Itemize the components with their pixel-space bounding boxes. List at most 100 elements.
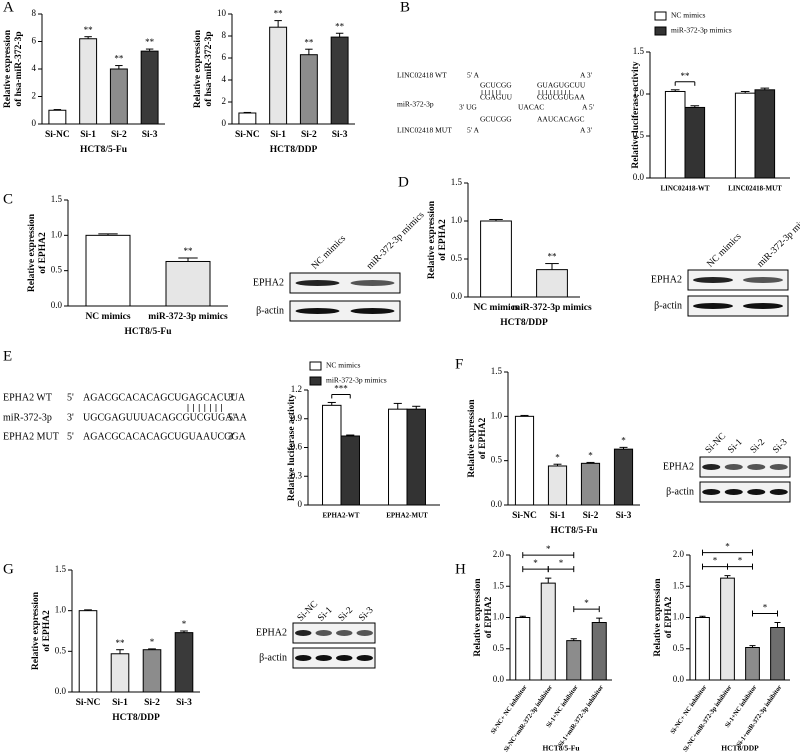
blot-band [743, 303, 783, 309]
y-axis-label: of EPHA2 [484, 597, 494, 639]
error-bar [545, 577, 552, 584]
y-axis-label: Relative expression [27, 213, 37, 292]
error-bar [53, 109, 62, 111]
x-tick-label: Si-3 [142, 130, 158, 140]
y-tick-label: 1.5 [491, 366, 503, 376]
y-tick-label: 8 [32, 8, 37, 18]
significance-label: ** [116, 638, 126, 648]
blot-frame [292, 647, 376, 669]
blot-row-label: EPHA2 [651, 274, 682, 285]
error-bar [145, 48, 154, 52]
x-tick-label: Si-2 [583, 511, 599, 521]
bar [174, 632, 194, 693]
significance-label: * [150, 637, 155, 647]
y-axis-label: Relative expression [427, 200, 437, 279]
blot-band [747, 489, 766, 495]
y-tick-label: 1.0 [55, 605, 67, 615]
bar [299, 54, 318, 125]
y-tick-label: 2 [32, 91, 37, 101]
bar [340, 435, 360, 506]
x-tick-label: Si-NC [76, 698, 101, 708]
x-tick-label: EPHA2-WT [323, 512, 360, 520]
y-tick-label: 0.5 [451, 253, 463, 263]
bar [745, 647, 760, 681]
error-bar [116, 649, 124, 654]
significance-label: * [588, 451, 593, 461]
y-axis-label: of EPHA2 [38, 232, 48, 274]
blot-band [350, 308, 395, 314]
sequence-text: UACAC [518, 103, 544, 112]
y-tick-label: 1.5 [55, 564, 67, 574]
lane-label: miR-372-3p mimics [756, 208, 800, 270]
blot-band [747, 464, 766, 470]
x-tick-label: Si-1 [550, 511, 566, 521]
error-bar [115, 65, 123, 69]
comparison-label: * [533, 558, 538, 568]
y-axis-label: Relative luciferase activity [287, 394, 297, 501]
sequence-text: AAUCACAGC [537, 115, 585, 124]
blot-band [702, 464, 721, 470]
blot-frame [289, 272, 401, 294]
sequence-text: CGUCGUGAA [537, 93, 586, 102]
blot-band [315, 630, 332, 636]
significance-label: *** [334, 384, 348, 394]
blot-band [693, 277, 733, 283]
y-tick-label: 1.5 [493, 580, 505, 590]
lane-label: Si-3 [771, 437, 789, 455]
sequence-text: A 3' [580, 126, 593, 135]
blot-frame [292, 622, 376, 644]
y-tick-label: 0.0 [51, 300, 63, 310]
y-tick-label: 6 [32, 36, 37, 46]
x-axis-label: HCT8/DDP [112, 713, 160, 723]
x-axis-label: HCT8/5-Fu [125, 327, 173, 337]
bar [110, 653, 130, 693]
blot-band [295, 630, 312, 636]
blot-band [693, 303, 733, 309]
panel-letter: B [400, 0, 410, 15]
y-tick-label: 10 [217, 8, 227, 18]
x-tick-label: Si-NC [512, 511, 537, 521]
sequence-text: EPHA2 WT [3, 392, 52, 403]
y-tick-label: 0.0 [493, 674, 505, 684]
bar [580, 462, 601, 506]
blot-band [295, 655, 312, 661]
blot-row-label: EPHA2 [256, 627, 287, 638]
y-axis-label: Relative expression [31, 591, 41, 670]
error-bar [619, 446, 628, 450]
y-tick-label: 1.0 [633, 88, 645, 98]
error-bar [724, 575, 731, 579]
y-tick-label: 0.0 [633, 172, 645, 182]
y-tick-label: 0.5 [55, 645, 67, 655]
bar [536, 269, 568, 298]
bar [547, 465, 568, 506]
blot-band [724, 489, 743, 495]
x-tick-label: Si-3 [332, 130, 348, 140]
comparison-label: * [763, 603, 768, 613]
sequence-text: AGACGCACACAGCUGAGCACUUA [83, 392, 246, 403]
blot-frame [699, 456, 791, 478]
blot-row-label: β-actin [654, 300, 682, 311]
sequence-text: 3' [228, 392, 235, 403]
y-tick-label: 1.0 [51, 229, 63, 239]
x-tick-label: EPHA2-MUT [386, 512, 428, 520]
bar [515, 617, 531, 681]
significance-label: * [555, 452, 560, 462]
lane-label: NC mimics [310, 234, 348, 272]
y-tick-label: 0.5 [51, 265, 63, 275]
bar [591, 622, 607, 681]
significance-label: ** [184, 246, 194, 256]
y-tick-label: 4 [222, 74, 227, 84]
y-tick-label: 0.5 [673, 643, 685, 653]
panel-letter: F [455, 356, 463, 372]
sequence-text: UGCGAGUUUACAGCGUCGUGAAA [83, 412, 248, 423]
x-tick-label: Si-3 [616, 511, 632, 521]
x-axis-label: HCT8/DDP [270, 145, 318, 155]
sequence-text: AGACGCACACAGCUGUAAUCGGA [83, 431, 247, 442]
error-bar [519, 615, 526, 618]
panel-letter: H [455, 561, 466, 577]
significance-label: ** [304, 37, 314, 47]
error-bar [412, 405, 421, 410]
sequence-text: A 5' [582, 103, 595, 112]
sequence-text: LINC02418 MUT [397, 126, 452, 135]
error-bar [520, 414, 529, 417]
